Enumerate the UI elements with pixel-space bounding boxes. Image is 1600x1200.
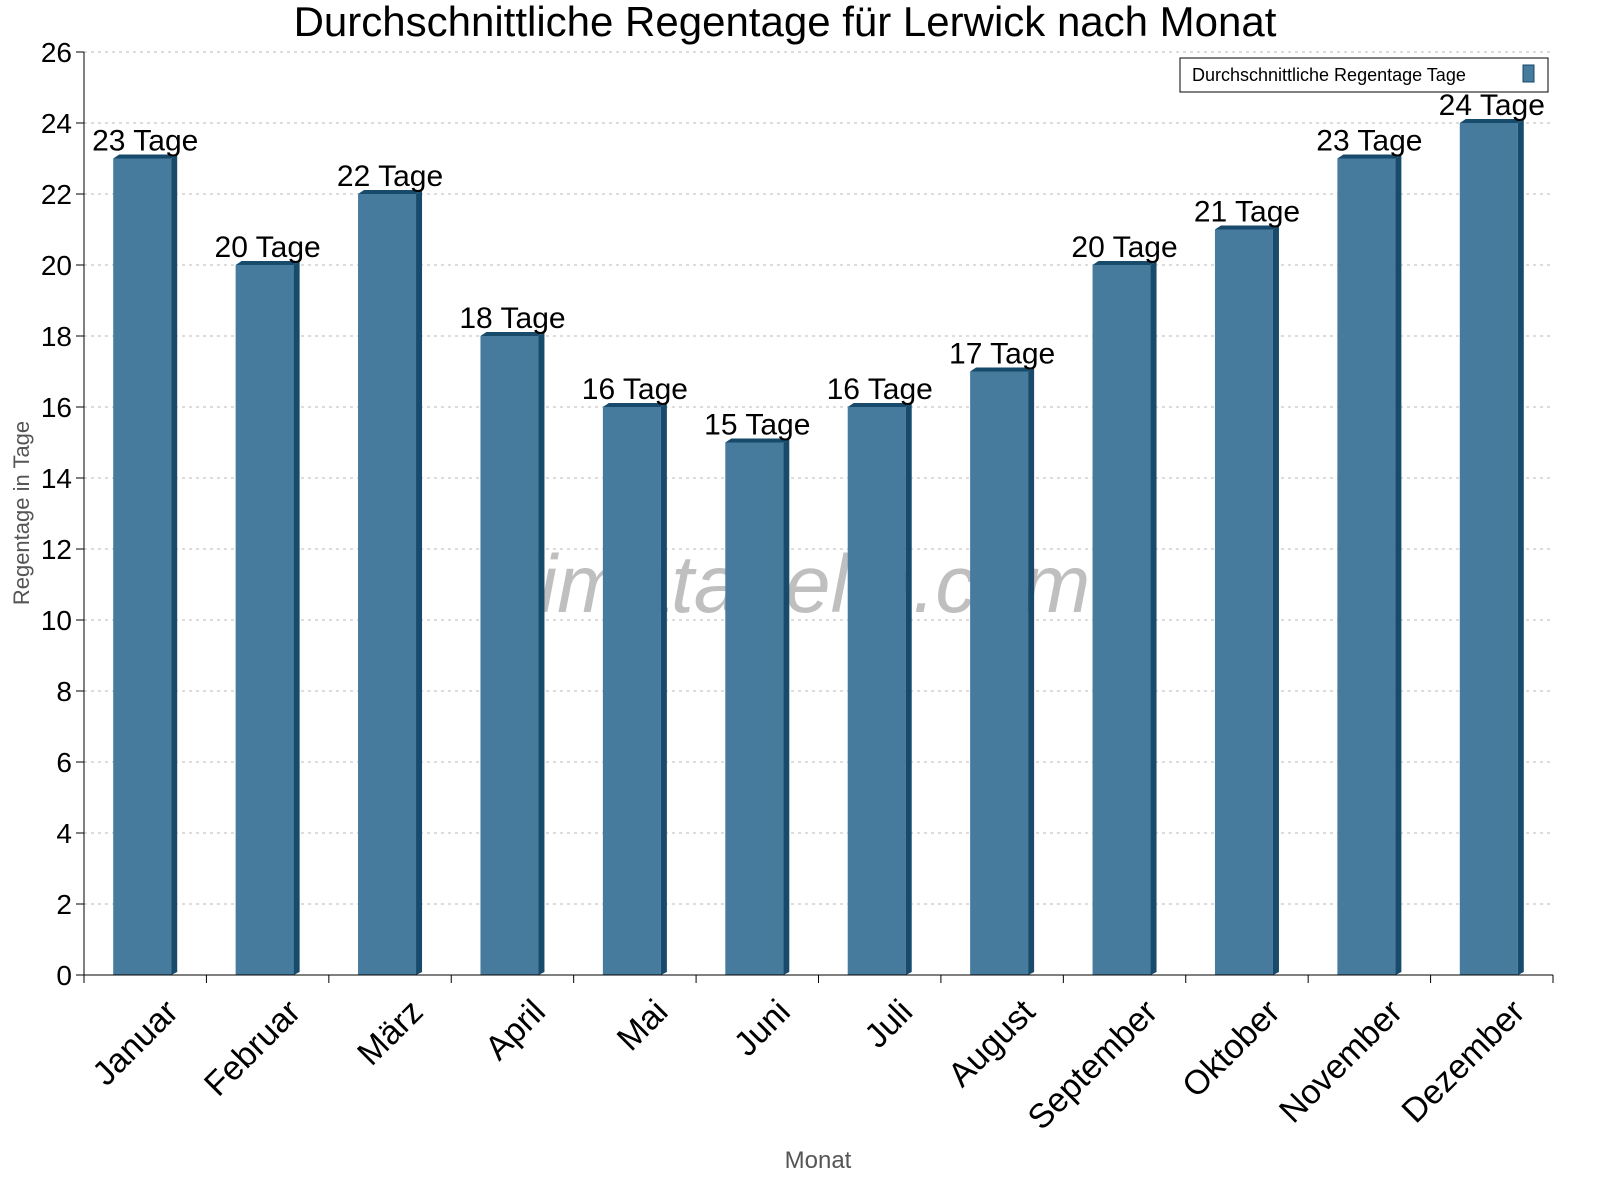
bar [1459, 123, 1518, 975]
x-tick-label: Februar [197, 993, 308, 1104]
x-tick-label: März [350, 993, 430, 1073]
bar-side [1395, 154, 1402, 975]
data-label: 16 Tage [582, 373, 688, 406]
bar-side [660, 403, 667, 975]
bar-side [905, 403, 912, 975]
bars: 23 Tage 20 Tage 22 Tage 18 Tage 16 Tage 15 Ta… [92, 89, 1545, 975]
bar [113, 158, 172, 975]
bar [480, 336, 539, 975]
bar-top [235, 261, 300, 265]
y-tick-label: 16 [41, 392, 72, 423]
x-tick-label: Mai [610, 993, 676, 1059]
x-tick-label: Juli [857, 993, 920, 1056]
y-tick-label: 18 [41, 321, 72, 352]
bar-top [1214, 225, 1279, 230]
data-label: 17 Tage [949, 338, 1055, 371]
grid [84, 51, 1553, 905]
x-tick-label: Januar [85, 993, 185, 1093]
y-tick-label: 12 [41, 534, 72, 565]
x-tick-label: April [478, 993, 553, 1068]
y-tick-label: 20 [41, 250, 72, 281]
x-tick-label: November [1272, 993, 1410, 1131]
bar-side [1028, 367, 1035, 975]
y-tick-label: 14 [41, 463, 72, 494]
x-tick-label: August [941, 992, 1043, 1094]
bar [1337, 158, 1396, 975]
bar-top [970, 367, 1035, 372]
x-tick-label: Dezember [1395, 993, 1533, 1131]
bar [235, 265, 294, 975]
legend: Durchschnittliche Regentage Tage [1179, 57, 1549, 93]
x-tick-label: Oktober [1175, 993, 1287, 1105]
bar-side [416, 190, 423, 975]
data-label: 16 Tage [827, 373, 933, 406]
data-label: 18 Tage [459, 302, 565, 335]
bar [1092, 265, 1151, 975]
bar-top [602, 403, 667, 407]
bar-side [293, 261, 300, 975]
bar-side [538, 332, 545, 975]
bar-top [725, 438, 790, 443]
chart-title: Durchschnittliche Regentage für Lerwick … [294, 0, 1277, 45]
y-tick-label: 22 [41, 179, 72, 210]
bar-top [847, 403, 912, 407]
bar-top [113, 154, 178, 159]
y-tick-label: 0 [56, 960, 72, 991]
x-tick-label: September [1021, 993, 1165, 1137]
data-label: 15 Tage [704, 409, 810, 442]
data-label: 23 Tage [1316, 125, 1422, 158]
data-label: 22 Tage [337, 160, 443, 193]
bar [1214, 229, 1273, 975]
bar [970, 371, 1029, 975]
data-label: 21 Tage [1194, 196, 1300, 229]
bar [602, 407, 661, 975]
y-tick-label: 6 [56, 747, 72, 778]
bar-top [480, 332, 545, 336]
y-tick-label: 24 [41, 108, 72, 139]
bar-side [1517, 119, 1524, 975]
bar-side [783, 438, 790, 975]
legend-swatch [1522, 64, 1535, 83]
data-label: 20 Tage [1071, 231, 1177, 264]
bar-top [358, 190, 423, 194]
legend-label: Durchschnittliche Regentage Tage [1192, 65, 1466, 85]
x-axis-label: Monat [785, 1147, 852, 1174]
bar-top [1092, 261, 1157, 265]
y-tick-label: 26 [41, 37, 72, 68]
bar-top [1337, 154, 1402, 159]
bar-side [1272, 225, 1279, 975]
y-tick-label: 8 [56, 676, 72, 707]
y-axis-label: Regentage in Tage [9, 421, 34, 605]
data-label: 24 Tage [1439, 89, 1545, 122]
bar [847, 407, 906, 975]
bar-side [1150, 261, 1157, 975]
bar [358, 194, 417, 975]
x-tick-label: Juni [727, 993, 798, 1064]
y-tick-label: 2 [56, 889, 72, 920]
y-tick-label: 4 [56, 818, 72, 849]
bar-top [1459, 119, 1524, 123]
y-tick-label: 10 [41, 605, 72, 636]
data-label: 23 Tage [92, 125, 198, 158]
bar-side [171, 154, 178, 975]
bar [725, 442, 784, 975]
data-label: 20 Tage [215, 231, 321, 264]
